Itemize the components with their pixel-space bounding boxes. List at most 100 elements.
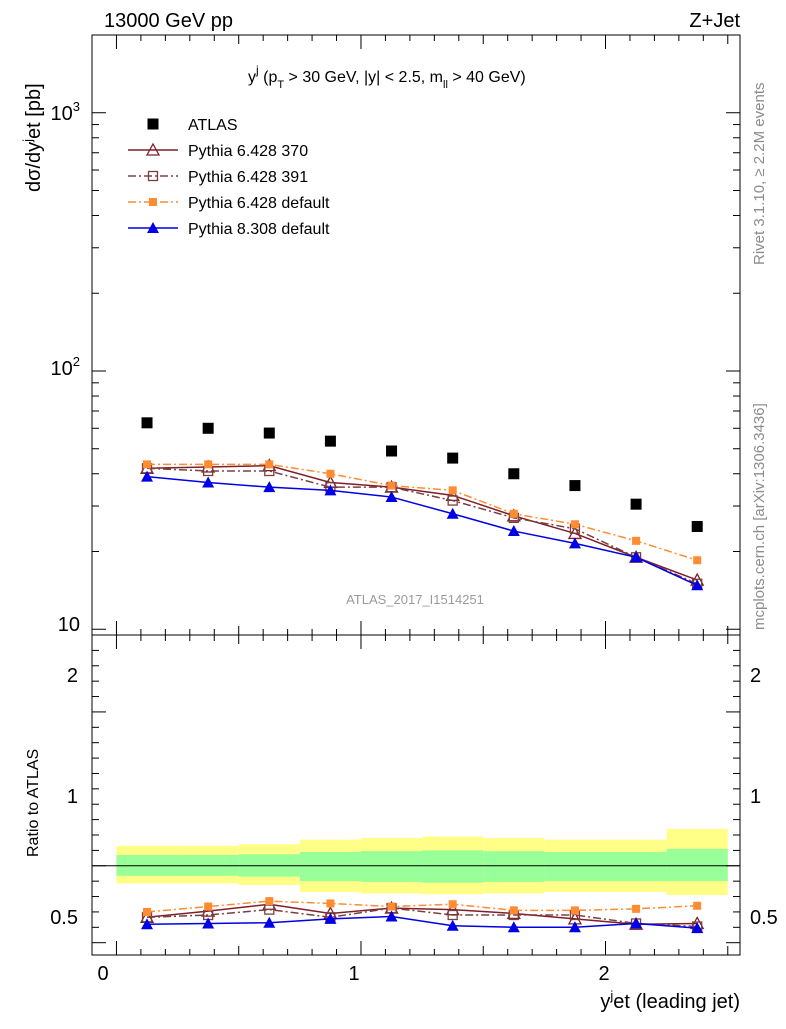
data-point	[569, 480, 581, 492]
legend-entry-pythia-8-308-default: Pythia 8.308 default	[128, 221, 330, 238]
ratio-point	[385, 910, 398, 922]
main-y-label: dσ/dyjet [pb]	[20, 83, 45, 192]
ratio-tick-label-0.5-right: 0.5	[750, 907, 778, 929]
series-pythia-6-428-370	[139, 458, 705, 586]
legend: ATLAS Pythia 6.428 370 Pythia 6.428 391 Pyt…	[128, 117, 330, 238]
ratio-point	[448, 900, 457, 909]
data-point	[326, 469, 335, 478]
ratio-line	[146, 900, 698, 913]
data-point	[202, 422, 214, 434]
data-point	[202, 476, 215, 488]
legend-entry-pythia-6-428-391: Pythia 6.428 391	[128, 169, 308, 186]
legend-label: Pythia 6.428 default	[188, 195, 330, 212]
series-line	[147, 464, 698, 581]
data-point	[507, 525, 520, 537]
ratio-point	[204, 902, 213, 911]
ratio-tick-label-1-right: 1	[750, 786, 761, 808]
legend-label: Pythia 6.428 370	[188, 143, 308, 160]
data-point	[693, 556, 702, 565]
legend-marker	[147, 170, 159, 182]
header-right: Z+Jet	[689, 10, 740, 32]
data-point	[509, 509, 518, 518]
ratio-point	[568, 921, 581, 933]
x-tick-label-0: 0	[97, 963, 108, 985]
data-point	[324, 435, 336, 447]
ratio-point	[326, 899, 335, 908]
x-tick-label-2: 2	[598, 963, 609, 985]
data-point	[448, 486, 457, 495]
data-point	[568, 537, 581, 549]
legend-label: Pythia 8.308 default	[188, 221, 330, 238]
data-point	[385, 491, 398, 503]
legend-marker	[147, 222, 159, 233]
ratio-point	[693, 901, 702, 910]
data-point	[632, 536, 641, 545]
data-point	[691, 579, 704, 591]
series-line	[146, 467, 698, 585]
ratio-point	[143, 907, 152, 916]
rivet-label: Rivet 3.1.10, ≥ 2.2M events	[751, 83, 768, 266]
data-point	[446, 507, 459, 519]
data-point	[447, 452, 459, 464]
ratio-point	[446, 919, 459, 931]
ratio-point	[509, 906, 518, 915]
legend-entry-atlas: ATLAS	[147, 117, 238, 134]
legend-entry-pythia-6-428-default: Pythia 6.428 default	[128, 195, 330, 212]
ratio-axes	[91, 635, 740, 955]
ratio-plot-area	[92, 828, 740, 934]
series-pythia-6-428-default	[143, 460, 702, 565]
data-point	[324, 484, 337, 496]
ratio-line	[147, 915, 698, 929]
data-point	[263, 427, 275, 439]
data-point	[447, 495, 458, 506]
legend-marker	[149, 198, 157, 206]
legend-entry-pythia-6-428-370: Pythia 6.428 370	[128, 142, 308, 160]
uncertainty-band-inner	[666, 848, 728, 882]
series-line	[147, 463, 698, 561]
ratio-y-label: Ratio to ATLAS	[25, 749, 42, 857]
uncertainty-band-inner	[605, 851, 667, 882]
data-point	[143, 460, 152, 469]
x-tick-label-1: 1	[348, 963, 359, 985]
ratio-point	[202, 917, 215, 929]
ratio-point	[387, 902, 396, 911]
data-point	[630, 498, 642, 510]
legend-marker	[147, 118, 159, 130]
series-pythia-6-428-391	[141, 463, 703, 589]
ratio-series-pythia-6-428-default	[143, 897, 702, 916]
main-panel: yj (pT > 30 GeV, |y| < 2.5, mll > 40 GeV…	[20, 34, 741, 636]
ratio-point	[265, 897, 274, 906]
legend-label: Pythia 6.428 391	[188, 169, 308, 186]
data-point	[204, 460, 213, 469]
data-point	[263, 481, 276, 493]
ratio-point	[324, 912, 337, 924]
data-point	[508, 468, 520, 480]
analysis-watermark: ATLAS_2017_I1514251	[346, 592, 484, 607]
mcplots-label: mcplots.cern.ch [arXiv:1306.3436]	[751, 403, 768, 630]
x-axis-label: yjet (leading jet)	[600, 988, 740, 1013]
data-point	[265, 460, 274, 469]
ratio-point	[630, 917, 643, 929]
ratio-series-pythia-8-308-default	[141, 910, 704, 934]
ratio-tick-label-2-right: 2	[750, 665, 761, 687]
ratio-tick-label-2: 2	[67, 665, 78, 687]
y-tick-label-1000: 103	[51, 99, 80, 125]
series-line	[146, 475, 698, 586]
header-left: 13000 GeV pp	[104, 10, 233, 32]
main-subtitle: yj (pT > 30 GeV, |y| < 2.5, mll > 40 GeV…	[248, 63, 526, 91]
data-point	[630, 551, 643, 563]
main-axes	[91, 34, 740, 635]
ratio-series-pythia-6-428-391	[141, 902, 703, 932]
ratio-point	[691, 922, 704, 934]
ratio-panel: Ratio to ATLAS 2 1 0.5 2 1 0.5 0 1 2 yje…	[25, 634, 778, 1013]
legend-label: ATLAS	[188, 117, 238, 134]
data-point	[386, 445, 398, 457]
ratio-line	[146, 903, 698, 925]
series-atlas	[141, 417, 703, 532]
uncertainty-band-inner	[544, 851, 606, 882]
uncertainty-band-inner	[483, 851, 545, 882]
ratio-point	[447, 909, 458, 921]
data-point	[387, 481, 396, 490]
series-pythia-8-308-default	[141, 470, 704, 591]
